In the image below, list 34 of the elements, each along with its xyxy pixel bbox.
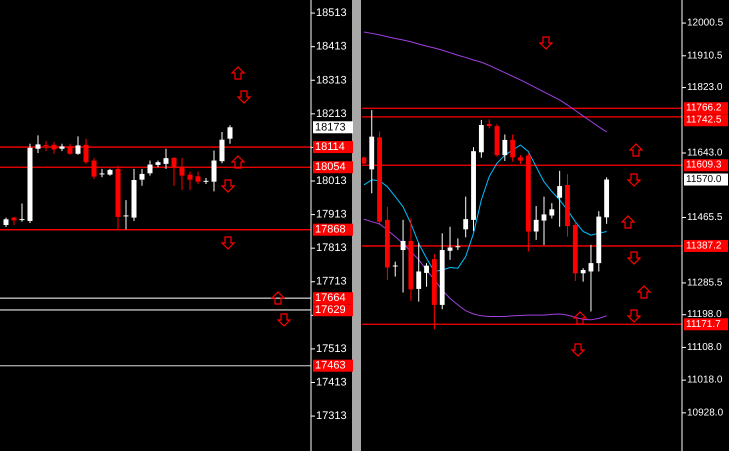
ref-line-label: 11742.5 [686,114,722,126]
y-tick-label: 18313 [316,74,347,86]
ref-line-label: 17868 [315,224,346,236]
y-tick-label: 11018.0 [687,374,723,386]
ref-line-label: 11171.7 [686,318,722,330]
ref-line-label: 11766.2 [686,102,722,114]
ref-line-label: 18054 [315,161,346,174]
ref-line-label: 17463 [315,360,346,372]
y-tick-label: 11910.5 [687,50,723,62]
y-tick-label: 18013 [316,175,347,188]
y-tick-label: 11465.5 [687,212,723,224]
ref-line-label: 11387.2 [686,240,722,252]
y-tick-label: 17513 [316,342,347,355]
ref-line-label: 17664 [315,292,346,304]
text: 11570.0 [686,174,722,186]
text: 18173 [315,121,346,134]
y-tick-label: 11643.0 [687,148,723,158]
y-tick-label: 17713 [316,276,347,288]
y-tick-label: 10928.0 [687,407,724,418]
y-tick-label: 18213 [316,108,347,120]
y-tick-label: 12000.5 [687,18,724,29]
y-tick-label: 17413 [316,376,347,388]
ref-line-label: 11609.3 [686,160,722,171]
y-tick-label: 11108.0 [687,342,722,353]
ref-line-label: 18114 [315,141,345,154]
y-tick-label: 17313 [316,410,347,422]
y-tick-label: 11198.0 [687,309,722,320]
y-tick-label: 11285.5 [687,277,723,288]
y-tick-label: 18413 [316,40,347,53]
y-tick-label: 11823.0 [687,82,723,94]
ref-line-label: 17629 [315,304,346,316]
y-tick-label: 17913 [316,208,347,221]
y-tick-label: 17813 [316,242,347,254]
y-tick-label: 18513 [316,7,347,20]
